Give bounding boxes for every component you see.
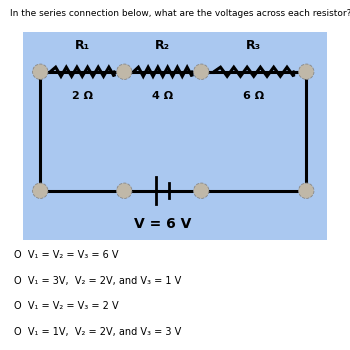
Text: O  V₁ = 3V,  V₂ = 2V, and V₃ = 1 V: O V₁ = 3V, V₂ = 2V, and V₃ = 1 V xyxy=(14,276,181,286)
Circle shape xyxy=(117,183,132,198)
Text: 2 Ω: 2 Ω xyxy=(72,91,93,101)
Circle shape xyxy=(33,64,48,79)
FancyBboxPatch shape xyxy=(23,32,327,240)
Circle shape xyxy=(33,183,48,198)
Text: O  V₁ = V₂ = V₃ = 2 V: O V₁ = V₂ = V₃ = 2 V xyxy=(14,301,119,312)
Circle shape xyxy=(194,183,209,198)
Text: V = 6 V: V = 6 V xyxy=(134,217,191,231)
Text: O  V₁ = V₂ = V₃ = 6 V: O V₁ = V₂ = V₃ = 6 V xyxy=(14,250,119,260)
Text: R₃: R₃ xyxy=(246,40,261,52)
Text: In the series connection below, what are the voltages across each resistor?: In the series connection below, what are… xyxy=(10,9,350,18)
Text: 6 Ω: 6 Ω xyxy=(243,91,264,101)
Circle shape xyxy=(299,183,314,198)
Text: R₂: R₂ xyxy=(155,40,170,52)
Text: O  V₁ = 1V,  V₂ = 2V, and V₃ = 3 V: O V₁ = 1V, V₂ = 2V, and V₃ = 3 V xyxy=(14,327,181,337)
Text: 4 Ω: 4 Ω xyxy=(152,91,173,101)
Circle shape xyxy=(117,64,132,79)
Text: R₁: R₁ xyxy=(75,40,90,52)
Circle shape xyxy=(194,64,209,79)
Circle shape xyxy=(299,64,314,79)
